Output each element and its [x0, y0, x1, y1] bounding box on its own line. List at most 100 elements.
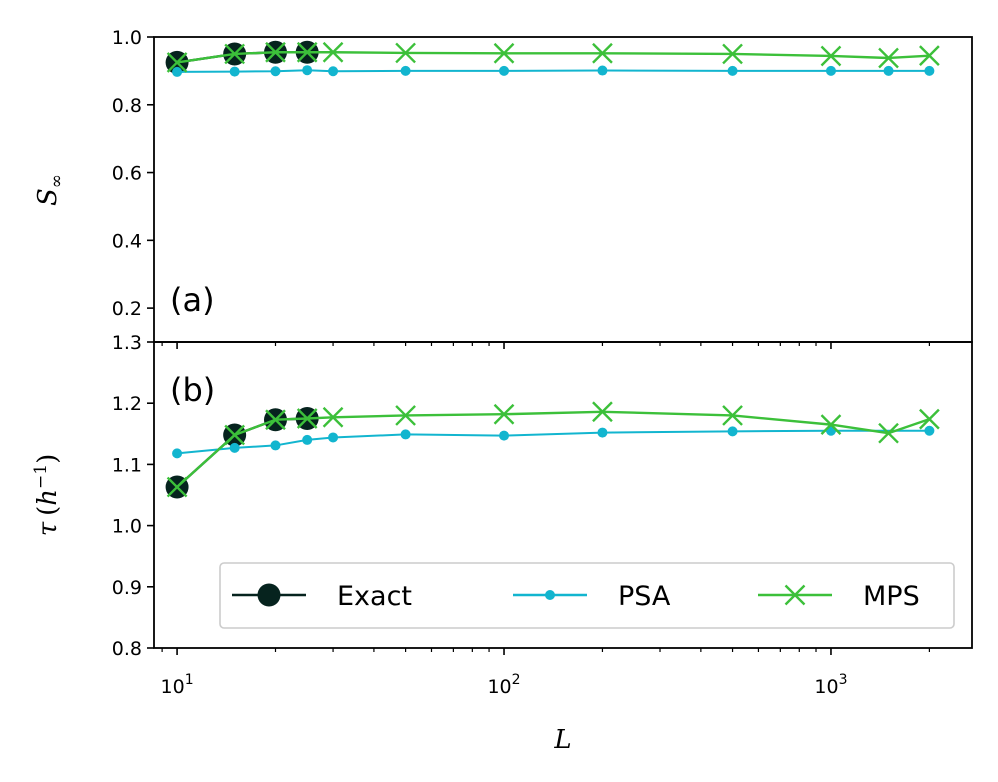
panel-b-series-mps-point-9-stroke-2 [820, 414, 842, 435]
panel-a-y-axis-label-sub: ∞ [47, 174, 67, 188]
panel-b-series-psa-point-0 [172, 448, 183, 459]
panel-b-series-mps-point-8-stroke-2 [722, 405, 743, 426]
panel-a-series-psa-point-4 [328, 66, 339, 77]
panel-b-series-psa-point-8 [727, 426, 738, 437]
panel-a: 1.0 0.8 0.6 0.4 0.2 (a) [112, 27, 940, 349]
panel-a-series-mps-point-6 [493, 42, 515, 64]
panel-b-series-mps-point-2-stroke-2 [265, 409, 286, 431]
xtick-label-0-exp: 1 [185, 672, 194, 688]
panel-a-series-psa-line [177, 69, 930, 73]
panel-a-series-mps-point-4-stroke-2 [322, 41, 344, 63]
panel-a-series-mps-point-5-stroke-2 [395, 42, 416, 64]
panel-a-series-mps-point-7-stroke-2 [592, 42, 613, 64]
panel-b-series-mps-point-6-stroke-2 [493, 403, 515, 425]
panel-a-series-mps-point-9 [820, 45, 842, 67]
panel-a-ytick-label-4: 0.2 [112, 298, 142, 320]
panel-a-series-mps-point-3 [296, 41, 318, 63]
panel-a-series-mps-point-0 [166, 52, 188, 73]
panel-b-ytick-label-4: 0.9 [112, 577, 142, 599]
panel-a-series-psa [172, 65, 935, 77]
panel-a-series-psa-point-8 [727, 65, 738, 76]
legend-entry-mps-label: MPS [863, 581, 920, 612]
panel-b-series-mps-point-4-stroke-2 [322, 406, 344, 428]
panel-b-series-psa-point-7 [597, 427, 608, 438]
panel-b-series-mps-point-7 [592, 401, 613, 423]
panel-a-series-psa-point-0 [172, 66, 183, 77]
panel-b-series-mps-point-11 [919, 408, 940, 430]
panel-a-series-mps-point-2 [265, 41, 286, 63]
panel-b-series-mps-point-11-stroke-2 [919, 408, 940, 430]
panel-b-series-mps-point-5-stroke-2 [395, 405, 416, 426]
panel-a-series-mps-point-8 [722, 43, 743, 65]
panel-b-series-mps-point-8 [722, 405, 743, 426]
panel-b: 1.3 1.2 1.1 1.0 0.9 0.8 (b) [112, 332, 940, 660]
xtick-label-1-base: 10 [487, 676, 511, 698]
panel-a-series-psa-point-11 [924, 65, 935, 76]
panel-b-series-mps-point-4 [322, 406, 344, 428]
xtick-label-1: 102 [487, 672, 520, 698]
panel-a-series-mps-point-10-stroke-2 [878, 47, 899, 69]
panel-b-series-psa-point-6 [499, 430, 510, 441]
panel-b-ytick-label-1: 1.2 [112, 393, 142, 415]
panel-a-label: (a) [170, 281, 215, 319]
panel-a-ytick-label-3: 0.4 [112, 230, 142, 252]
panel-a-series-mps-point-7 [592, 42, 613, 64]
panel-a-series-mps-point-10 [878, 47, 899, 69]
panel-b-series-psa-point-2 [270, 440, 281, 451]
panel-b-series-mps-point-9 [820, 414, 842, 435]
panel-b-ytick-label-2: 1.1 [112, 454, 142, 476]
panel-a-y-axis-label: S∞ [33, 174, 67, 206]
legend-entry-mps-marker [784, 584, 806, 606]
panel-a-series-psa-point-6 [499, 65, 510, 76]
panel-a-series-psa-point-10 [883, 65, 894, 76]
xtick-label-2: 103 [814, 672, 847, 698]
panel-b-series-psa-point-1 [229, 442, 240, 453]
panel-b-series-mps-point-2 [265, 409, 286, 431]
panel-b-series-mps [166, 401, 940, 498]
panel-a-series-psa-point-2 [270, 66, 281, 77]
panel-a-series-psa-point-9 [825, 65, 836, 76]
panel-a-series-mps-point-9-stroke-2 [820, 45, 842, 67]
panel-a-series-mps-point-11 [919, 45, 940, 66]
panel-b-series-mps-point-10 [878, 422, 899, 444]
panel-b-frame [153, 341, 973, 649]
panel-a-series-mps-point-5 [395, 42, 416, 64]
panel-a-series-mps-point-1-stroke-2 [224, 43, 245, 65]
xtick-label-2-exp: 3 [839, 672, 848, 688]
panel-a-ytick-label-2: 0.6 [112, 163, 142, 185]
xtick-label-1-exp: 2 [512, 672, 521, 688]
panel-a-series-mps-point-6-stroke-2 [493, 42, 515, 64]
x-axis-label: L [553, 725, 571, 755]
xtick-label-2-base: 10 [814, 676, 838, 698]
legend-entry-exact-label: Exact [337, 581, 412, 612]
panel-b-ytick-label-0: 1.3 [112, 332, 142, 354]
panel-b-label: (b) [170, 371, 215, 409]
panel-a-series-mps-point-1 [224, 43, 245, 65]
panel-b-y-axis-label: τ (h−1) [31, 454, 63, 537]
panel-a-series-psa-point-7 [597, 65, 608, 76]
panel-b-series-mps-point-5 [395, 405, 416, 426]
panel-b-series-mps-point-6 [493, 403, 515, 425]
panel-a-series-psa-point-5 [400, 65, 411, 76]
legend-entry-psa-label: PSA [618, 581, 671, 612]
panel-a-series-mps-point-8-stroke-2 [722, 43, 743, 65]
legend-entry-psa-marker [545, 590, 555, 600]
panel-b-series-mps-point-7-stroke-2 [592, 401, 613, 423]
panel-a-series-mps-point-3-stroke-2 [296, 41, 318, 63]
panel-a-ytick-label-0: 1.0 [112, 27, 142, 49]
panel-a-series-mps-point-11-stroke-2 [919, 45, 940, 66]
panel-b-series-psa-point-4 [328, 432, 339, 443]
panel-b-series-psa-point-5 [400, 429, 411, 440]
panel-a-plot-area [165, 40, 940, 77]
panel-b-series-mps-point-0 [166, 476, 188, 498]
panel-b-series-mps-point-3-stroke-2 [296, 408, 318, 429]
panel-a-series-psa-point-3 [302, 65, 313, 76]
panel-b-series-mps-point-10-stroke-2 [878, 422, 899, 444]
panel-b-series-mps-point-0-stroke-2 [166, 476, 188, 498]
legend-entry-exact-marker [257, 583, 281, 607]
legend: Exact PSA MPS [219, 562, 955, 629]
xtick-label-0: 101 [161, 672, 194, 698]
